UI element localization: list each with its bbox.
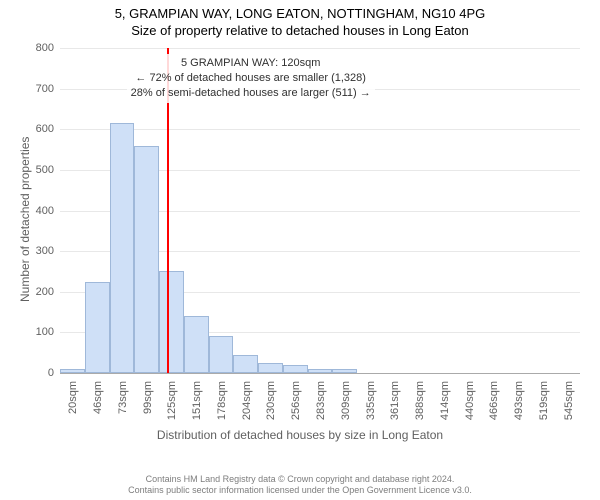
y-tick-label: 100 <box>24 326 54 338</box>
histogram-bar <box>85 282 110 373</box>
y-tick-label: 0 <box>24 367 54 379</box>
y-tick-label: 500 <box>24 164 54 176</box>
annotation-line-1: 5 GRAMPIAN WAY: 120sqm <box>131 56 371 71</box>
x-tick-label: 309sqm <box>340 381 352 431</box>
annotation-line-3: 28% of semi-detached houses are larger (… <box>131 86 371 101</box>
histogram-bar <box>233 355 258 373</box>
x-tick-label: 99sqm <box>142 381 154 431</box>
page-subtitle: Size of property relative to detached ho… <box>0 21 600 38</box>
y-axis-label: Number of detached properties <box>18 136 32 301</box>
x-tick-label: 388sqm <box>414 381 426 431</box>
x-tick-label: 151sqm <box>191 381 203 431</box>
histogram-bar <box>159 271 184 373</box>
y-tick-label: 700 <box>24 83 54 95</box>
histogram-bar <box>258 363 283 373</box>
x-tick-label: 20sqm <box>67 381 79 431</box>
histogram-bar <box>332 369 357 373</box>
annotation-box: 5 GRAMPIAN WAY: 120sqm← 72% of detached … <box>127 54 375 103</box>
footer-line-2: Contains public sector information licen… <box>0 485 600 496</box>
x-tick-label: 125sqm <box>166 381 178 431</box>
page-title: 5, GRAMPIAN WAY, LONG EATON, NOTTINGHAM,… <box>0 0 600 21</box>
footer-attribution: Contains HM Land Registry data © Crown c… <box>0 474 600 497</box>
x-tick-label: 178sqm <box>216 381 228 431</box>
x-tick-label: 256sqm <box>290 381 302 431</box>
x-tick-label: 466sqm <box>488 381 500 431</box>
histogram-bar <box>134 146 159 374</box>
y-tick-label: 300 <box>24 245 54 257</box>
grid-line <box>60 129 580 130</box>
histogram-bar <box>184 316 209 373</box>
x-tick-label: 335sqm <box>365 381 377 431</box>
x-tick-label: 545sqm <box>563 381 575 431</box>
x-tick-label: 361sqm <box>389 381 401 431</box>
grid-line <box>60 373 580 374</box>
y-tick-label: 200 <box>24 286 54 298</box>
x-tick-label: 204sqm <box>241 381 253 431</box>
x-tick-label: 440sqm <box>464 381 476 431</box>
x-tick-label: 73sqm <box>117 381 129 431</box>
grid-line <box>60 48 580 49</box>
x-tick-label: 46sqm <box>92 381 104 431</box>
histogram-bar <box>209 336 234 373</box>
x-tick-label: 230sqm <box>265 381 277 431</box>
x-tick-label: 493sqm <box>513 381 525 431</box>
y-tick-label: 800 <box>24 42 54 54</box>
histogram-bar <box>60 369 85 373</box>
y-tick-label: 400 <box>24 205 54 217</box>
x-tick-label: 283sqm <box>315 381 327 431</box>
x-tick-label: 414sqm <box>439 381 451 431</box>
histogram-bar <box>283 365 308 373</box>
x-tick-label: 519sqm <box>538 381 550 431</box>
annotation-line-2: ← 72% of detached houses are smaller (1,… <box>131 71 371 86</box>
histogram-bar <box>110 123 135 373</box>
y-tick-label: 600 <box>24 123 54 135</box>
footer-line-1: Contains HM Land Registry data © Crown c… <box>0 474 600 485</box>
histogram-bar <box>308 369 333 373</box>
